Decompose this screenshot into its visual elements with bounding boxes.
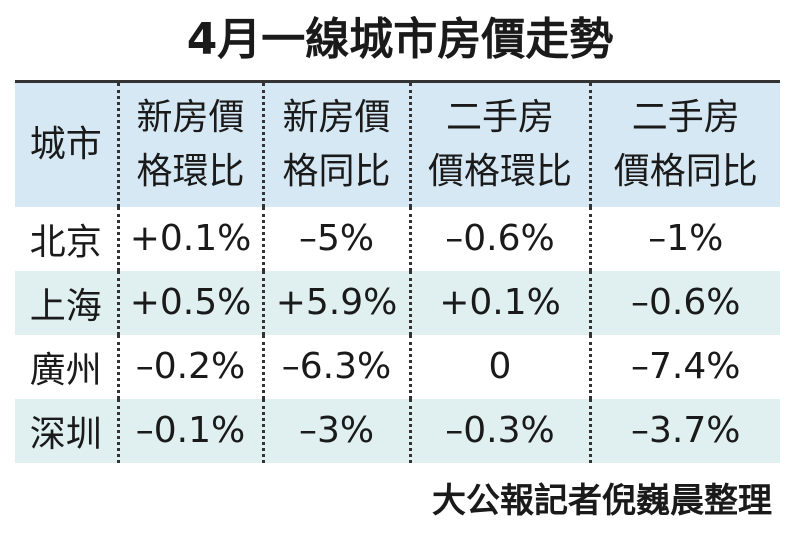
table-body: 北京 +0.1% –5% –0.6% –1% 上海 +0.5% +5.9% +0.1% –0.6%…	[15, 206, 780, 463]
header-row: 城市 新房價 格環比 新房價 格同比 二手房 價格環比 二手房 價格同比	[15, 81, 780, 207]
value-cell: –0.6%	[408, 206, 590, 271]
city-cell: 深圳	[29, 413, 102, 455]
table: 城市 新房價 格環比 新房價 格同比 二手房 價格環比 二手房 價格同比 北京 +0.1% –5% –…	[15, 80, 780, 463]
value-cell: +5.9%	[261, 270, 410, 335]
value-cell: –7.4%	[588, 334, 780, 399]
header-line: 城市	[29, 123, 102, 165]
header-cell: 新房價 格環比	[116, 81, 263, 207]
header-cell: 城市	[15, 82, 118, 207]
header-line: 價格同比	[613, 150, 758, 192]
value-cell: –0.3%	[408, 398, 590, 463]
header-line: 格同比	[282, 150, 391, 192]
row: 深圳 –0.1% –3% –0.3% –3.7%	[15, 398, 780, 463]
value-cell: +0.1%	[408, 270, 590, 335]
city-cell: 北京	[29, 221, 102, 263]
table-header: 城市 新房價 格環比 新房價 格同比 二手房 價格環比 二手房 價格同比	[15, 81, 780, 207]
header-line: 二手房	[445, 96, 554, 138]
row: 廣州 –0.2% –6.3% 0 –7.4%	[15, 334, 780, 399]
header-cell: 二手房 價格同比	[588, 81, 780, 207]
value-cell: –0.1%	[116, 398, 263, 463]
value-cell: –3%	[261, 398, 410, 463]
row: 上海 +0.5% +5.9% +0.1% –0.6%	[15, 270, 780, 335]
header-line: 格環比	[136, 150, 245, 192]
value-cell: –5%	[261, 206, 410, 271]
row: 北京 +0.1% –5% –0.6% –1%	[15, 206, 780, 271]
header-cell: 新房價 格同比	[261, 81, 410, 207]
value-cell: –0.2%	[116, 334, 263, 399]
value-cell: +0.5%	[116, 270, 263, 335]
value-cell: 0	[408, 334, 590, 399]
header-line: 二手房	[631, 96, 740, 138]
header-line: 價格環比	[427, 150, 572, 192]
value-cell: –3.7%	[588, 398, 780, 463]
value-cell: –6.3%	[261, 334, 410, 399]
title: 4月一線城市房價走勢	[186, 14, 614, 65]
city-cell: 上海	[29, 285, 102, 327]
city-cell: 廣州	[29, 349, 102, 391]
value-cell: –1%	[588, 206, 780, 271]
value-cell: –0.6%	[588, 270, 780, 335]
header-line: 新房價	[136, 96, 245, 138]
header-cell: 二手房 價格環比	[408, 81, 590, 207]
value-cell: +0.1%	[116, 206, 263, 271]
source: 大公報記者倪巍晨整理	[432, 481, 772, 521]
header-line: 新房價	[282, 96, 391, 138]
